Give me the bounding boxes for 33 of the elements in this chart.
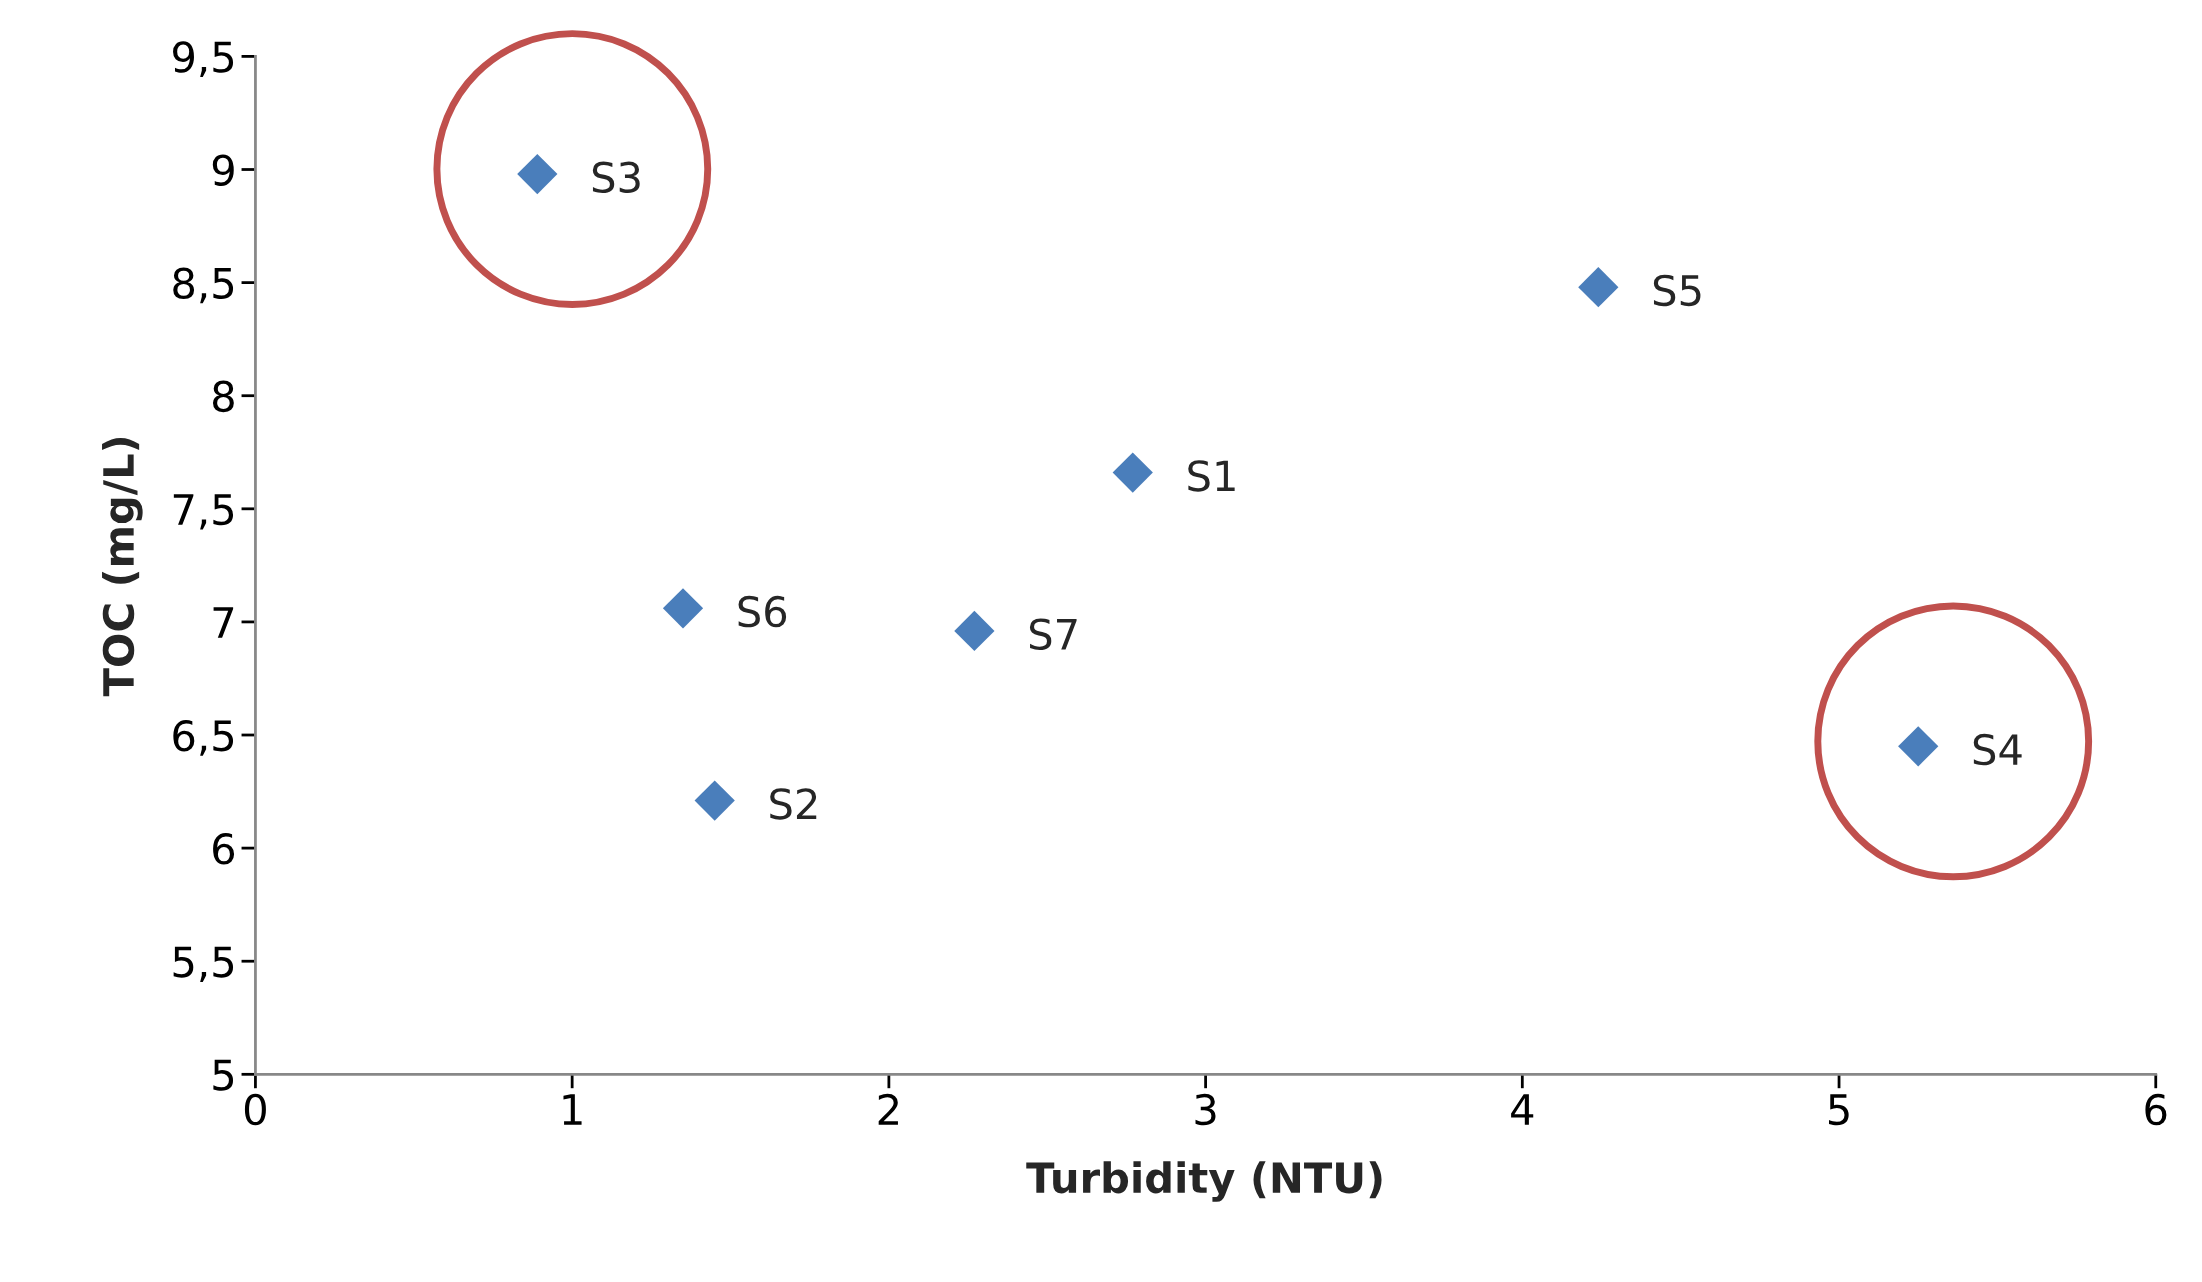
y-tick-label: 5 (213, 1059, 234, 1091)
data-label: S1 (1188, 460, 1235, 492)
x-tick-label: 4 (1511, 1094, 1534, 1125)
point (1112, 452, 1153, 493)
y-tick-label: 9 (212, 154, 234, 186)
data-label: S2 (770, 788, 817, 820)
x-tick-label: 6 (2145, 1093, 2167, 1126)
data-label: S6 (738, 595, 787, 628)
data-label: S3 (592, 161, 640, 194)
y-tick-label: 6,5 (173, 719, 234, 756)
x-axis-title: Turbidity (NTU) (1026, 1161, 1382, 1202)
y-tick-label: 8 (213, 380, 234, 413)
y-tick-label: 7,5 (173, 494, 234, 530)
x-tick-label: 2 (878, 1093, 898, 1125)
data-label: S7 (1029, 618, 1077, 650)
point (954, 610, 995, 652)
y-tick-label: 6 (213, 833, 235, 865)
point (662, 588, 704, 629)
point (517, 153, 558, 195)
x-tick-label: 0 (244, 1093, 266, 1126)
point (694, 780, 735, 821)
point (1898, 726, 1939, 767)
y-tick-label: 5,5 (173, 946, 234, 982)
y-tick-label: 7 (213, 607, 234, 638)
data-label: S5 (1653, 274, 1701, 307)
x-tick-label: 3 (1195, 1093, 1216, 1126)
point (1578, 267, 1619, 308)
y-axis-title: TOC (mg/L) (102, 437, 143, 697)
data-label: S4 (1973, 733, 2022, 766)
x-tick-label: 5 (1829, 1094, 1849, 1126)
y-tick-label: 9,5 (173, 41, 234, 78)
y-tick-label: 8,5 (173, 267, 234, 304)
x-tick-label: 1 (563, 1094, 582, 1125)
